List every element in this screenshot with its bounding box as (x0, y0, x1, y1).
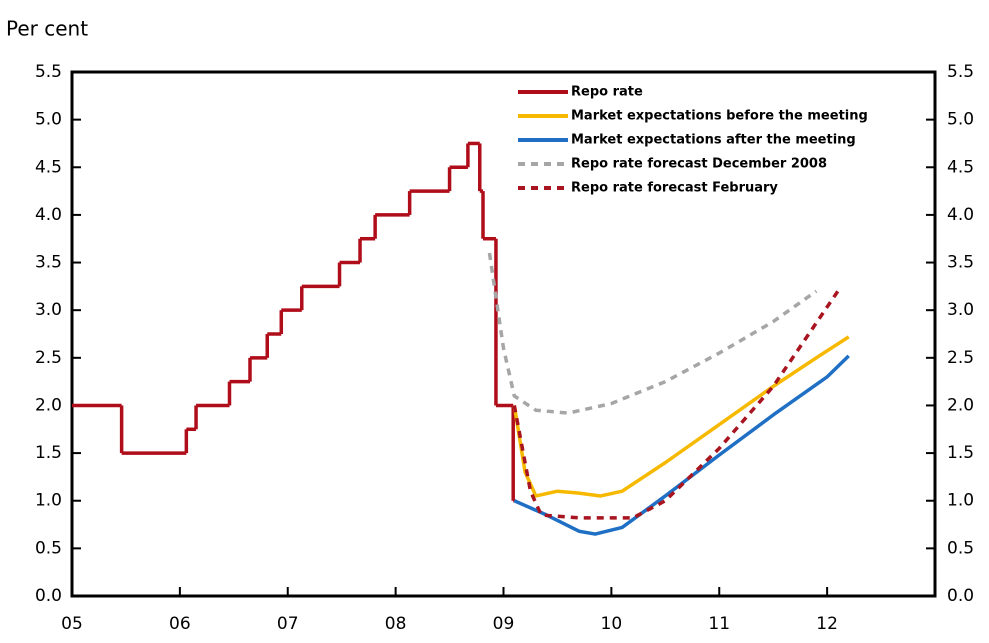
x-tick-label: 11 (708, 614, 730, 634)
y2-tick-label: 3.0 (947, 300, 974, 320)
y-tick-label: 1.5 (35, 443, 62, 463)
x-tick-label: 08 (385, 614, 407, 634)
series-line (487, 252, 818, 415)
y-tick-label: 1.0 (35, 491, 62, 511)
y-tick-label: 0.5 (35, 538, 62, 558)
y2-tick-label: 5.0 (947, 110, 974, 130)
y-axis-label: Per cent (6, 17, 88, 41)
y2-tick-label: 0.5 (947, 538, 974, 558)
y2-tick-label: 5.5 (947, 62, 974, 82)
plot-frame (70, 70, 937, 598)
y2-tick-label: 0.0 (947, 586, 974, 606)
legend-label: Repo rate forecast December 2008 (571, 157, 827, 172)
x-tick-label: 07 (277, 614, 299, 634)
x-tick-label: 05 (61, 614, 83, 634)
y-tick-label: 3.0 (35, 300, 62, 320)
y-tick-label: 5.5 (35, 62, 62, 82)
x-tick-label: 10 (601, 614, 623, 634)
y2-tick-label: 2.0 (947, 395, 974, 415)
legend-label: Repo rate (571, 85, 643, 100)
y-tick-label: 5.0 (35, 110, 62, 130)
legend-label: Market expectations before the meeting (571, 109, 868, 124)
y2-tick-label: 3.5 (947, 253, 974, 273)
legend-label: Market expectations after the meeting (571, 133, 856, 148)
y2-tick-label: 4.0 (947, 205, 974, 225)
x-tick-label: 09 (493, 614, 515, 634)
y-tick-label: 0.0 (35, 586, 62, 606)
y2-tick-label: 1.0 (947, 491, 974, 511)
y-tick-label: 4.0 (35, 205, 62, 225)
y2-tick-label: 1.5 (947, 443, 974, 463)
y-tick-label: 2.5 (35, 348, 62, 368)
x-tick-label: 06 (169, 614, 191, 634)
series-line (513, 354, 850, 536)
y2-tick-label: 2.5 (947, 348, 974, 368)
y-tick-label: 2.0 (35, 395, 62, 415)
series-line (512, 290, 840, 520)
y-tick-label: 3.5 (35, 253, 62, 273)
series-line (512, 335, 850, 498)
y-tick-label: 4.5 (35, 157, 62, 177)
y2-tick-label: 4.5 (947, 157, 974, 177)
x-tick-label: 12 (816, 614, 838, 634)
legend-label: Repo rate forecast February (571, 181, 778, 196)
